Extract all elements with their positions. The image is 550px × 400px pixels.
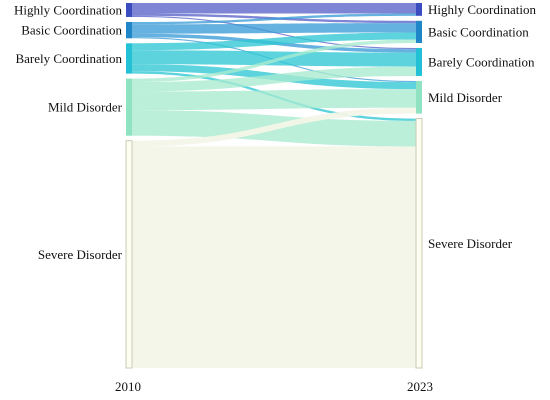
node-right-hc <box>416 3 422 16</box>
node-left-md <box>126 78 132 136</box>
flow-bc-to-hc <box>132 13 416 25</box>
flow-br-to-bc <box>132 32 416 51</box>
flow-md-to-md <box>132 89 416 111</box>
label-right-bc: Basic Coordination <box>428 24 529 39</box>
label-left-sd: Severe Disorder <box>38 247 123 262</box>
flow-bc-to-bc <box>132 23 416 34</box>
year-2010-label: 2010 <box>115 379 141 394</box>
node-labels: Highly Coordination Highly Coordination Ba… <box>14 2 536 262</box>
flow-md-to-br <box>132 66 416 92</box>
label-right-sd: Severe Disorder <box>428 236 513 251</box>
node-left-hc <box>126 3 132 17</box>
label-left-bc: Basic Coordination <box>21 23 122 38</box>
flow-md-to-bc <box>132 39 416 83</box>
node-right-sd <box>415 118 423 369</box>
label-right-md: Mild Disorder <box>428 90 503 105</box>
flow-links <box>132 3 416 368</box>
node-left-sd <box>125 140 133 369</box>
node-right-br <box>416 47 422 76</box>
flow-sd-to-sd <box>132 146 416 368</box>
node-right-md <box>416 80 422 114</box>
node-left-br <box>126 43 132 74</box>
node-bars <box>125 3 423 369</box>
label-left-br: Barely Coordination <box>15 51 122 66</box>
flow-sd-to-md <box>132 107 416 147</box>
label-left-hc: Highly Coordination <box>14 2 122 17</box>
flow-hc-to-hc <box>132 3 416 14</box>
node-right-bc <box>416 20 422 43</box>
flow-br-to-br <box>132 50 416 67</box>
year-2023-label: 2023 <box>407 379 433 394</box>
label-left-md: Mild Disorder <box>48 100 123 115</box>
label-right-hc: Highly Coordination <box>428 2 536 17</box>
label-right-br: Barely Coordination <box>428 54 535 69</box>
node-left-bc <box>126 21 132 39</box>
